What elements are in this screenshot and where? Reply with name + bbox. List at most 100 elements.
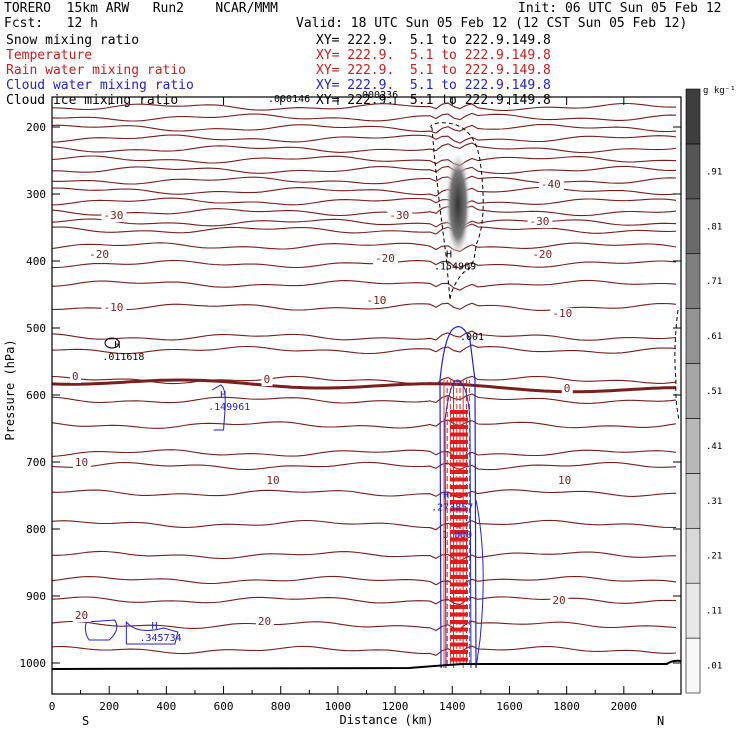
rain-hatch — [449, 642, 468, 647]
isotherm-line — [51, 142, 677, 154]
extremum-value: .011618 — [102, 352, 144, 363]
x-tick-label: 0 — [49, 700, 56, 713]
isotherm-line — [51, 596, 677, 606]
colorbar-tick-label: .31 — [706, 497, 722, 507]
contour-label: -20 — [89, 248, 109, 261]
colorbar-cell — [685, 198, 701, 255]
colorbar-unit: g kg⁻¹ — [703, 86, 736, 96]
isotherm-line — [51, 575, 677, 587]
label-bg — [70, 371, 82, 383]
isotherm-line — [51, 344, 677, 355]
rain-hatch — [449, 560, 468, 564]
contour-label: 0 — [264, 373, 271, 386]
y-tick-label: 300 — [26, 188, 46, 201]
colorbar-tick-label: .51 — [706, 387, 722, 397]
ice-blob — [104, 337, 120, 349]
label-bg — [72, 457, 91, 469]
x-tick-label: 600 — [214, 700, 234, 713]
contour-label: 20 — [258, 615, 271, 628]
zero-isotherm — [51, 378, 677, 394]
y-tick-label: 400 — [26, 255, 46, 268]
y-tick-label: 600 — [26, 389, 46, 402]
isotherm-line — [51, 375, 677, 386]
rain-hatch — [449, 500, 468, 504]
rain-hatch — [449, 470, 468, 474]
isotherm-line — [51, 461, 677, 471]
rain-hatch — [449, 447, 468, 452]
contour-label: -10 — [552, 307, 572, 320]
extremum-h: H — [443, 491, 449, 502]
isotherm-line — [51, 419, 677, 429]
rain-hatch — [449, 620, 468, 624]
rain-hatch — [449, 650, 468, 654]
colorbar-cell — [685, 637, 701, 694]
inline-label: .001 — [460, 332, 484, 343]
rain-hatch — [449, 545, 468, 549]
isotherm-line — [52, 550, 676, 562]
x-tick-label: 1800 — [553, 700, 580, 713]
isotherm-line — [51, 186, 677, 197]
header-valid: Valid: 18 UTC Sun 05 Feb 12 (12 CST Sun … — [296, 16, 688, 31]
rain-hatch — [449, 582, 468, 587]
x-tick-label: 200 — [99, 700, 119, 713]
extremum-value: .149961 — [208, 402, 250, 413]
contour-label: 0 — [72, 370, 79, 383]
rain-hatch — [449, 552, 468, 557]
legend-item-xy: XY= 222.9. 5.1 to 222.9.149.8 — [316, 48, 551, 63]
contour-label: -30 — [103, 209, 123, 222]
plot-frame — [51, 96, 682, 695]
isotherm-line — [51, 197, 677, 208]
rain-hatch — [449, 605, 468, 609]
label-bg — [261, 374, 273, 386]
rain-hatch — [449, 567, 468, 572]
x-tick-label: 1600 — [496, 700, 523, 713]
legend-item-name: Temperature — [6, 48, 93, 63]
label-bg — [101, 210, 127, 222]
isotherm-line — [51, 223, 677, 235]
label-bg — [255, 616, 274, 628]
rain-hatch — [449, 537, 468, 542]
ground-line — [51, 659, 682, 670]
cloud-water-contours — [84, 309, 680, 669]
label-bg — [530, 249, 556, 261]
cloud-water-outline — [439, 326, 477, 669]
x-tick-label: 2000 — [611, 700, 638, 713]
colorbar-tick-label: .61 — [706, 332, 722, 342]
colorbar-cell — [685, 143, 701, 200]
snow-outline — [430, 122, 484, 301]
extremum-h: H — [220, 390, 226, 401]
extremum-value: .154909 — [434, 261, 476, 272]
contour-labels: -40 -30 -30 -30 -20 -20 -20 -10 -10 -10 0 0 0 10 10 10 2… — [70, 90, 576, 644]
rain-hatch — [449, 432, 468, 437]
rain-hatch — [449, 522, 468, 527]
isotherm-line — [51, 302, 677, 311]
header-model: TORERO 15km ARW Run2 NCAR/MMM — [4, 1, 278, 16]
header-fcst: Fcst: 12 h — [4, 16, 98, 31]
contour-label: -30 — [529, 215, 549, 228]
label-bg — [550, 595, 569, 607]
isotherm-line — [51, 242, 677, 252]
rain-hatch — [449, 410, 468, 414]
colorbar-cell — [685, 363, 701, 419]
isotherm-line — [51, 645, 677, 657]
colorbar-tick-label: .11 — [706, 607, 722, 617]
contour-label: -20 — [532, 248, 552, 261]
label-bg — [561, 383, 573, 395]
contour-label: -40 — [541, 178, 561, 191]
legend-item-name: Rain water mixing ratio — [6, 63, 187, 78]
contour-label: -30 — [389, 209, 409, 222]
rain-hatch — [449, 515, 468, 519]
contour-label: -20 — [375, 252, 395, 265]
contour-label: 20 — [75, 609, 88, 622]
temperature-contours — [51, 102, 677, 657]
rain-hatch — [449, 485, 468, 489]
label-bg — [550, 308, 576, 320]
isotherm-line — [51, 519, 677, 531]
colorbar-cell — [685, 473, 701, 529]
cloud-water-flank — [475, 499, 484, 669]
isotherm-line — [51, 449, 677, 459]
isotherm-line — [51, 620, 677, 632]
extremum-h: H — [114, 340, 120, 351]
isotherm-line — [51, 134, 677, 144]
rain-hatch — [449, 590, 468, 594]
